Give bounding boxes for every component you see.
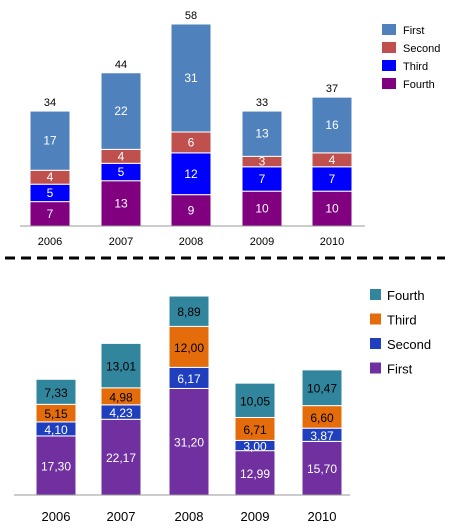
chart1-total-label: 37 xyxy=(326,83,338,95)
chart1-bar-fourth-2006 xyxy=(29,201,71,227)
chart2-legend-swatch-third xyxy=(370,313,381,325)
chart2-data-label: 4,23 xyxy=(109,406,133,420)
chart1-data-label: 5 xyxy=(118,165,125,179)
chart1-x-tick-label: 2007 xyxy=(109,236,133,248)
chart2-legend-label-first: First xyxy=(387,362,413,377)
chart1-data-label: 4 xyxy=(47,170,54,184)
chart1-total-label: 58 xyxy=(185,10,197,22)
chart2-bar-fourth-2006 xyxy=(35,378,77,405)
chart1-legend-swatch-fourth xyxy=(382,78,396,89)
chart2-bar-first-2009 xyxy=(234,450,276,496)
chart2-x-tick-label: 2009 xyxy=(241,509,270,524)
chart1-legend-swatch-second xyxy=(382,42,396,53)
chart1-legend-label-first: First xyxy=(403,25,424,37)
chart2-data-label: 17,30 xyxy=(41,459,71,473)
chart1-legend-label-fourth: Fourth xyxy=(403,79,435,91)
chart1-data-label: 10 xyxy=(325,202,339,216)
chart2-data-label: 12,00 xyxy=(174,341,204,355)
chart1-bars: 7 5 4 17 34 13 5 4 22 44 9 12 6 31 58 10 7 3 13 33 10 7 4 16 37 xyxy=(29,10,353,227)
chart2-data-label: 6,60 xyxy=(310,411,334,425)
chart2-bars: 17,30 4,10 5,15 7,33 22,17 4,23 4,98 13,01 31,20… xyxy=(35,295,343,496)
chart1-legend-swatch-third xyxy=(382,60,396,71)
chart1-total-label: 44 xyxy=(115,59,127,71)
chart1-data-label: 9 xyxy=(188,203,195,217)
chart1-data-label: 10 xyxy=(255,202,269,216)
chart1-data-label: 13 xyxy=(255,127,269,141)
chart2-data-label: 6,17 xyxy=(177,372,201,386)
chart1-bar-fourth-2009 xyxy=(241,190,283,227)
chart2-data-label: 12,99 xyxy=(240,467,270,481)
chart2-tick-labels: 2006 2007 2008 2009 2010 xyxy=(42,509,337,524)
chart1-bar-first-2009 xyxy=(241,110,283,157)
chart2-legend-swatch-second xyxy=(370,338,381,349)
chart1-data-label: 4 xyxy=(329,153,336,167)
chart2-legend-label-second: Second xyxy=(387,337,431,352)
chart2-legend-label-fourth: Fourth xyxy=(387,288,425,303)
chart2-legend-label-third: Third xyxy=(387,313,417,328)
chart2-legend-swatch-fourth xyxy=(370,289,381,300)
chart2-legend: Fourth Third Second First xyxy=(370,288,431,377)
chart1-data-label: 7 xyxy=(47,207,54,221)
chart2-data-label: 7,33 xyxy=(44,386,68,400)
chart1-data-label: 31 xyxy=(184,71,198,85)
chart2-data-label: 3,00 xyxy=(243,440,267,454)
chart1-legend-label-second: Second xyxy=(403,43,440,55)
chart2-x-tick-label: 2010 xyxy=(308,509,337,524)
chart1-bar-fourth-2007 xyxy=(100,180,142,227)
chart1-total-label: 34 xyxy=(44,97,56,109)
chart1-legend-label-third: Third xyxy=(403,61,428,73)
chart1-data-label: 13 xyxy=(114,196,128,210)
chart1-x-tick-label: 2009 xyxy=(250,236,274,248)
chart1-bar-first-2006 xyxy=(29,110,71,171)
chart2-bar-fourth-2008 xyxy=(168,295,210,327)
chart2-bar-fourth-2007 xyxy=(100,342,142,389)
chart1-data-label: 16 xyxy=(325,118,339,132)
chart2-data-label: 13,01 xyxy=(106,360,136,374)
chart1-data-label: 12 xyxy=(184,167,198,181)
chart1-data-label: 7 xyxy=(259,172,266,186)
chart2-data-label: 3,87 xyxy=(310,429,334,443)
chart2-bar-first-2006 xyxy=(35,435,77,496)
chart1-x-tick-label: 2006 xyxy=(38,236,62,248)
chart2-x-tick-label: 2008 xyxy=(175,509,204,524)
chart1-legend-swatch-first xyxy=(382,24,396,35)
chart1-bar-third-2010 xyxy=(311,166,353,192)
chart1-legend: First Second Third Fourth xyxy=(382,24,440,91)
chart1-data-label: 6 xyxy=(188,135,195,149)
chart2-x-tick-label: 2006 xyxy=(42,509,71,524)
chart2-x-tick-label: 2007 xyxy=(107,509,136,524)
chart2-data-label: 22,17 xyxy=(106,451,136,465)
chart2-bar-first-2007 xyxy=(100,418,142,496)
chart1-data-label: 7 xyxy=(329,172,336,186)
chart1-data-label: 5 xyxy=(47,186,54,200)
chart2-data-label: 31,20 xyxy=(174,436,204,450)
chart2-legend-swatch-first xyxy=(370,362,381,374)
chart1-bar-third-2008 xyxy=(170,152,212,196)
chart1-data-label: 3 xyxy=(259,155,266,169)
chart1-bar-first-2007 xyxy=(100,72,142,150)
chart1-x-tick-label: 2008 xyxy=(179,236,203,248)
chart1-x-tick-label: 2010 xyxy=(320,236,344,248)
chart1-tick-labels: 2006 2007 2008 2009 2010 xyxy=(38,236,344,248)
chart1-data-label: 22 xyxy=(114,104,128,118)
chart2-data-label: 10,05 xyxy=(240,394,270,408)
chart2-bar-fourth-2009 xyxy=(234,382,276,418)
chart2-data-label: 4,98 xyxy=(109,390,133,404)
chart2-data-label: 8,89 xyxy=(177,305,201,319)
chart1-data-label: 4 xyxy=(118,149,125,163)
chart1-bar-first-2010 xyxy=(311,96,353,154)
chart2-bar-fourth-2010 xyxy=(301,369,343,407)
chart2-data-label: 10,47 xyxy=(307,382,337,396)
chart2-bar-third-2008 xyxy=(168,325,210,368)
chart2-data-label: 5,15 xyxy=(44,407,68,421)
chart1-bar-first-2008 xyxy=(170,23,212,133)
chart2-data-label: 4,10 xyxy=(44,423,68,437)
chart2-data-label: 6,71 xyxy=(243,423,267,437)
chart1-data-label: 17 xyxy=(43,134,57,148)
chart2-data-label: 15,70 xyxy=(307,462,337,476)
chart1-total-label: 33 xyxy=(256,97,268,109)
